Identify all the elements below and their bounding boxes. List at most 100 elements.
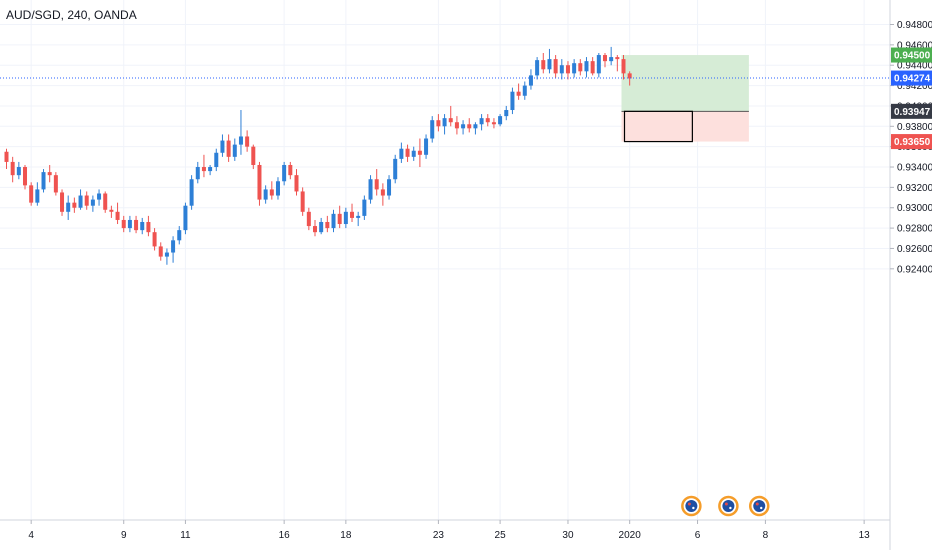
candle-body: [72, 202, 77, 208]
candle-body: [374, 179, 379, 190]
flag-star: [729, 506, 732, 510]
candle-body: [343, 211, 348, 225]
flag-cross: [687, 502, 691, 506]
candle-body: [559, 65, 564, 74]
candle-body: [177, 230, 182, 241]
candle-body: [387, 179, 392, 196]
candle-body: [60, 192, 65, 212]
chart-overlays: [0, 77, 890, 517]
entry-price-badge-label: 0.93947: [894, 107, 931, 118]
flag-au-icon: [681, 495, 702, 517]
candle-body: [535, 60, 540, 76]
candle-body: [405, 148, 410, 157]
candle-body: [189, 179, 194, 206]
candle-body: [313, 226, 317, 233]
flag-au-icon: [718, 495, 739, 517]
candle-body: [325, 221, 330, 229]
price-tick-label: 0.93800: [897, 122, 932, 133]
candle-body: [436, 120, 441, 127]
candle-body: [467, 124, 472, 129]
candle-body: [590, 61, 595, 74]
candle-body: [208, 167, 213, 172]
candle-body: [29, 185, 34, 203]
candle-body: [158, 246, 163, 257]
candle-body: [121, 219, 126, 229]
candle-body: [541, 60, 546, 70]
price-tick-label: 0.92400: [897, 264, 932, 275]
symbol-title: AUD/SGD, 240, OANDA: [6, 8, 137, 22]
time-tick-label: 16: [279, 530, 291, 541]
time-axis[interactable]: 4 9 11 16 18 23 25 30 2020 6 8 13: [0, 519, 890, 541]
candle-body: [380, 189, 385, 196]
candle-body: [47, 172, 52, 176]
candle-body: [510, 91, 515, 111]
candle-body: [362, 199, 367, 216]
candle-body: [430, 120, 435, 139]
candle-body: [90, 199, 95, 206]
candle-body: [195, 167, 200, 180]
flag-disc: [722, 500, 735, 512]
candle-body: [485, 118, 490, 123]
candle-body: [23, 167, 28, 186]
candle-body: [10, 161, 15, 176]
price-tick-label: 0.92600: [897, 244, 932, 255]
candle-body: [97, 193, 102, 200]
candle-body: [602, 55, 607, 62]
candle-body: [553, 59, 558, 74]
price-tick-label: 0.94400: [897, 61, 932, 72]
candle-body: [257, 164, 262, 200]
candle-body: [442, 118, 447, 127]
time-tick-label: 4: [28, 530, 34, 541]
candle-body: [399, 148, 404, 159]
candle-body: [140, 221, 145, 231]
candle-body: [454, 122, 459, 129]
candle-body: [183, 205, 188, 231]
price-tick-label: 0.93200: [897, 183, 932, 194]
candle-body: [214, 152, 219, 168]
flag-star: [760, 506, 763, 510]
time-tick-label: 23: [433, 530, 445, 541]
stop-price-badge: [891, 134, 932, 150]
current-price-badge-label: 0.94274: [894, 74, 931, 85]
candle-body: [368, 179, 373, 200]
drawn-rectangle: [623, 110, 693, 143]
candle-body: [615, 57, 620, 60]
candle-body: [411, 150, 416, 157]
candle-body: [572, 63, 577, 74]
candle-body: [288, 164, 293, 176]
flag-au-icon: [748, 495, 770, 517]
candle-body: [226, 140, 231, 157]
target-price-badge-label: 0.94500: [894, 51, 931, 62]
candle-body: [331, 213, 336, 229]
target-zone: [621, 55, 749, 112]
candle-body: [350, 211, 355, 218]
candle-body: [498, 116, 503, 125]
position-tool[interactable]: [621, 55, 749, 143]
candle-body: [103, 193, 108, 210]
time-tick-label: 30: [562, 530, 574, 541]
candle-body: [232, 144, 237, 157]
candle-body: [41, 172, 46, 190]
price-tick-label: 0.94200: [897, 81, 932, 92]
candle-body: [491, 122, 496, 125]
candle-body: [164, 252, 169, 257]
price-tick-label: 0.94600: [897, 40, 932, 51]
candle-body: [609, 57, 614, 62]
candle-body: [473, 124, 478, 129]
stop-price-badge-label: 0.93650: [894, 137, 931, 148]
candle-body: [294, 175, 299, 192]
candle-body: [584, 61, 589, 72]
price-axis[interactable]: 0.948000.946000.944000.942000.940000.938…: [889, 0, 932, 550]
candle-body: [220, 140, 225, 153]
candle-body: [393, 158, 398, 180]
candle-body: [146, 221, 151, 233]
candle-body: [528, 75, 533, 86]
price-tick-label: 0.94800: [897, 20, 932, 31]
entry-price-badge: [891, 103, 932, 119]
time-tick-label: 6: [695, 530, 701, 541]
candle-body: [282, 164, 287, 182]
candle-body: [504, 110, 509, 117]
candle-body: [109, 209, 114, 212]
time-tick-label: 13: [859, 530, 871, 541]
